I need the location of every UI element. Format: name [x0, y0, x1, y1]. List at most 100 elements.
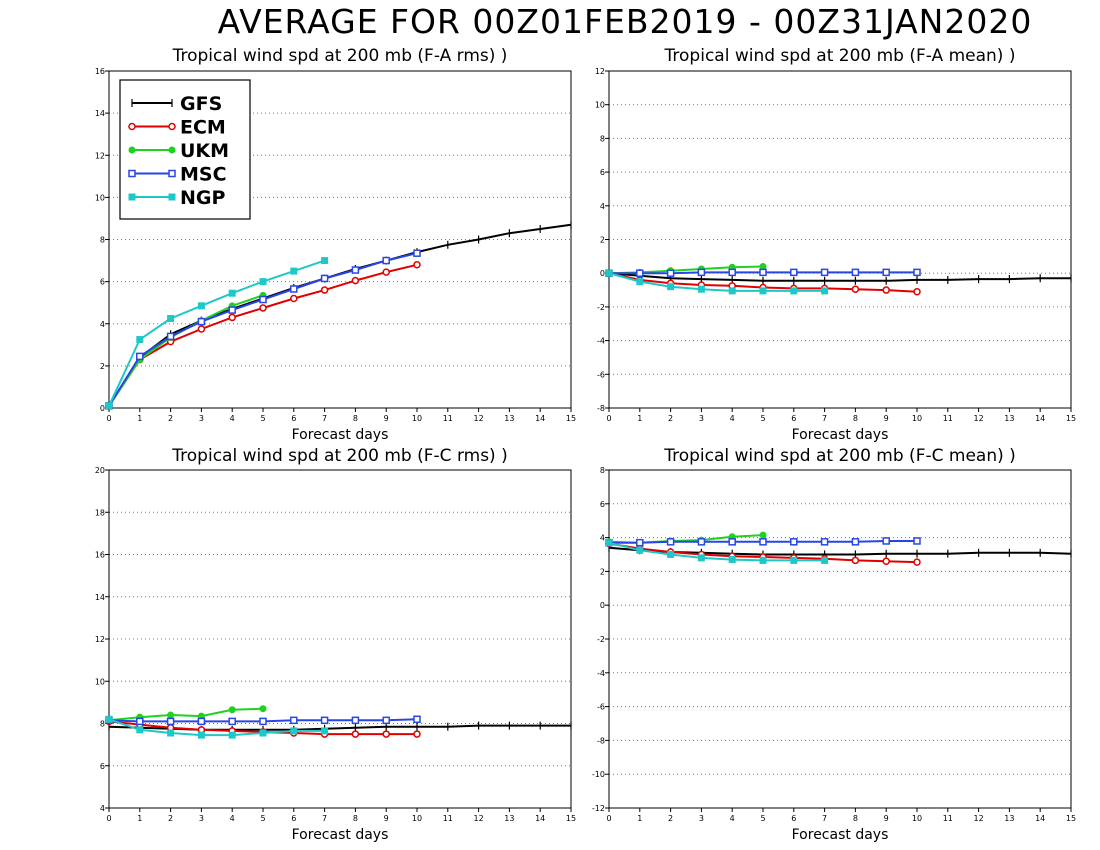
y-tick-label: 6 — [100, 762, 105, 771]
data-point — [728, 268, 736, 277]
y-tick-label: 14 — [95, 109, 105, 118]
data-point — [413, 730, 421, 738]
y-tick-label: -4 — [597, 669, 605, 678]
data-point — [105, 402, 113, 410]
data-point — [851, 268, 860, 277]
y-tick-label: 0 — [600, 269, 605, 278]
x-tick-label: 3 — [699, 814, 704, 823]
legend-entry-ngp: NGP — [128, 187, 225, 209]
legend-label: MSC — [180, 164, 227, 186]
data-point — [259, 705, 267, 713]
y-tick-label: -2 — [597, 635, 605, 644]
data-point — [166, 717, 175, 726]
x-tick-label: 9 — [884, 814, 889, 823]
data-point — [228, 731, 236, 739]
x-tick-label: 8 — [853, 814, 858, 823]
data-point — [759, 268, 767, 277]
legend-entry-msc: MSC — [128, 164, 227, 186]
data-point — [228, 706, 236, 714]
y-tick-label: 10 — [95, 677, 105, 686]
y-tick-label: 12 — [95, 635, 105, 644]
data-point — [851, 285, 860, 293]
data-point — [882, 286, 890, 294]
x-tick-label: 5 — [760, 414, 765, 423]
y-tick-label: 6 — [100, 278, 105, 287]
x-tick-label: 5 — [260, 814, 265, 823]
x-tick-label: 3 — [199, 814, 204, 823]
x-tick-label: 9 — [384, 414, 389, 423]
y-tick-label: 10 — [95, 193, 105, 202]
y-tick-label: 6 — [600, 168, 605, 177]
x-tick-label: 10 — [912, 814, 922, 823]
series-msc — [105, 715, 421, 726]
data-point — [259, 717, 267, 726]
data-point — [790, 556, 798, 564]
x-tick-label: 15 — [1066, 414, 1076, 423]
data-point — [197, 731, 205, 739]
x-tick-label: 0 — [106, 414, 111, 423]
data-point — [197, 317, 206, 326]
series-line — [108, 718, 325, 737]
y-tick-label: 18 — [95, 508, 105, 517]
x-tick-label: 9 — [884, 414, 889, 423]
x-tick-label: 10 — [912, 414, 922, 423]
x-axis-label: Forecast days — [792, 427, 889, 443]
x-tick-label: 8 — [853, 414, 858, 423]
data-point — [228, 306, 236, 314]
data-point — [290, 716, 298, 725]
legend-marker — [168, 122, 176, 131]
x-tick-label: 15 — [1066, 814, 1076, 823]
data-point — [413, 249, 421, 257]
data-point — [136, 352, 144, 361]
y-tick-label: 8 — [100, 720, 105, 729]
y-tick-label: 20 — [95, 466, 105, 475]
series-line — [108, 707, 264, 722]
x-tick-label: 0 — [106, 814, 111, 823]
legend-label: GFS — [180, 93, 222, 115]
data-point — [290, 727, 298, 735]
data-point — [790, 538, 798, 546]
series-msc — [605, 268, 921, 277]
x-tick-label: 12 — [974, 814, 984, 823]
data-point — [697, 285, 705, 293]
y-tick-label: -8 — [597, 736, 605, 745]
data-point — [321, 727, 329, 735]
data-point — [697, 538, 706, 546]
x-tick-label: 10 — [412, 814, 422, 823]
y-tick-label: 12 — [95, 151, 105, 160]
y-tick-label: 8 — [600, 134, 605, 143]
data-point — [351, 716, 360, 725]
data-point — [728, 556, 736, 564]
data-point — [636, 269, 644, 277]
legend-label: NGP — [180, 187, 225, 209]
x-tick-label: 4 — [230, 814, 235, 823]
x-tick-label: 11 — [943, 414, 953, 423]
y-tick-label: 4 — [600, 202, 605, 211]
data-point — [167, 711, 175, 719]
legend-marker — [128, 122, 136, 131]
x-tick-label: 2 — [668, 414, 673, 423]
data-point — [667, 551, 675, 558]
data-point — [228, 717, 236, 726]
data-point — [913, 287, 921, 296]
legend-label: ECM — [180, 117, 226, 139]
data-point — [351, 266, 360, 274]
data-point — [197, 325, 206, 333]
x-tick-label: 0 — [606, 814, 611, 823]
y-tick-label: 4 — [100, 320, 105, 329]
data-point — [759, 262, 767, 270]
legend-marker — [168, 146, 176, 154]
data-point — [382, 256, 390, 265]
data-point — [259, 729, 267, 737]
x-tick-label: 4 — [230, 414, 235, 423]
y-tick-label: -12 — [592, 804, 605, 813]
data-point — [913, 268, 921, 277]
x-tick-label: 5 — [760, 814, 765, 823]
data-point — [320, 274, 329, 283]
data-point — [697, 268, 706, 277]
data-point — [136, 726, 144, 734]
y-tick-label: 16 — [95, 551, 105, 560]
data-point — [136, 717, 144, 726]
